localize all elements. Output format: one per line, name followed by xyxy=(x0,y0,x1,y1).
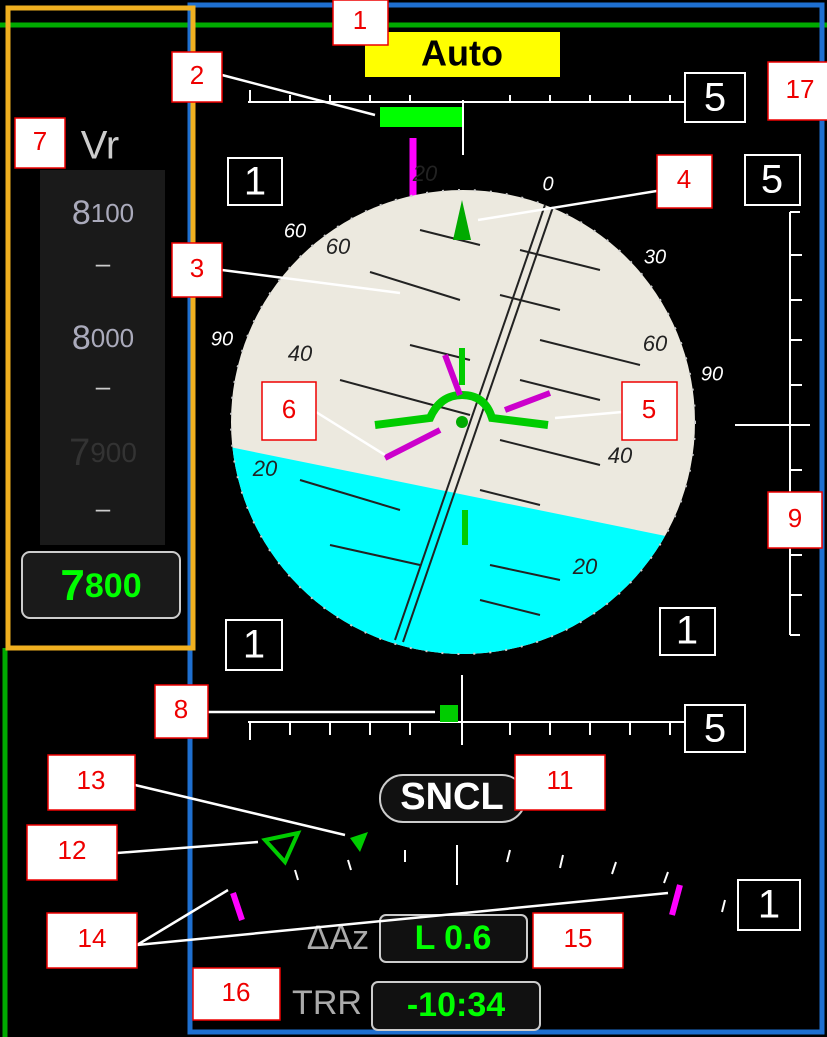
trr-label: TRR xyxy=(292,984,362,1022)
box-value: 5 xyxy=(704,707,726,751)
limit-marker xyxy=(669,884,683,916)
tape-dash: – xyxy=(96,248,111,278)
callouts: 1 2 17 7 4 3 6 5 9 8 11 13 12 14 15 16 xyxy=(14,0,827,1021)
callout: 5 xyxy=(642,394,656,424)
current-value: 7800 xyxy=(60,561,141,610)
adi-label: 60 xyxy=(326,234,351,259)
tape-dash: – xyxy=(96,493,111,523)
adi-label: 40 xyxy=(608,443,633,468)
adi-label: 20 xyxy=(252,456,278,481)
callout: 4 xyxy=(677,164,691,194)
adi-label: 0 xyxy=(542,173,553,195)
adi-label: 20 xyxy=(412,161,438,186)
adi-label: 20 xyxy=(572,554,598,579)
limit-marker xyxy=(230,892,245,921)
callout: 9 xyxy=(788,503,802,533)
adi-label: 60 xyxy=(284,220,306,242)
adi-rim xyxy=(230,189,696,655)
tape-dash: – xyxy=(96,371,111,401)
callout: 13 xyxy=(77,765,106,795)
heading-bar xyxy=(380,107,462,127)
box-value: 5 xyxy=(761,158,783,202)
aircraft-symbol xyxy=(374,390,549,429)
callout: 15 xyxy=(564,923,593,953)
orange-frame xyxy=(5,5,196,651)
box-value: 1 xyxy=(244,160,266,204)
tape-label: Vr xyxy=(81,124,120,168)
callout: 1 xyxy=(353,5,367,35)
tape-value: 8000 xyxy=(72,319,134,357)
callout: 17 xyxy=(786,74,815,104)
current-box xyxy=(21,551,181,619)
arrows xyxy=(116,73,713,947)
callout: 14 xyxy=(78,923,107,953)
target-marker xyxy=(261,830,302,866)
callout: 6 xyxy=(282,394,296,424)
box-value: 5 xyxy=(704,76,726,120)
mode: Auto xyxy=(421,33,503,74)
marker xyxy=(440,705,458,722)
adi-label: 90 xyxy=(211,328,233,350)
box-value: 1 xyxy=(243,623,265,667)
adi-label: 60 xyxy=(643,331,668,356)
adi-label: 40 xyxy=(288,341,313,366)
scale-boxes: 5 1 5 1 1 5 1 xyxy=(225,72,801,931)
box-value: 1 xyxy=(676,609,698,653)
bank-pointer xyxy=(453,200,471,240)
callout: 11 xyxy=(547,765,574,795)
trr-box xyxy=(371,981,541,1031)
adi-label: 30 xyxy=(644,246,666,268)
callout: 7 xyxy=(33,126,47,156)
tape xyxy=(40,170,165,545)
box-value: 1 xyxy=(758,883,780,927)
bottom-scale xyxy=(248,675,685,745)
callout: 3 xyxy=(190,253,204,283)
daz-value: L 0.6 xyxy=(415,919,492,957)
callout: 12 xyxy=(58,835,87,865)
tape-value: 8100 xyxy=(72,194,134,232)
flight-director xyxy=(383,353,552,461)
right-scale xyxy=(735,211,810,636)
current-marker xyxy=(350,832,368,852)
callout: 2 xyxy=(190,60,204,90)
callout: 8 xyxy=(174,694,188,724)
tape-value: 7900 xyxy=(69,432,137,474)
callout: 16 xyxy=(222,977,251,1007)
trr-value: -10:34 xyxy=(407,986,505,1024)
adi-label: 90 xyxy=(701,363,723,385)
mode-box xyxy=(365,32,560,77)
status: SNCL xyxy=(400,776,503,818)
center-dot xyxy=(456,416,468,428)
